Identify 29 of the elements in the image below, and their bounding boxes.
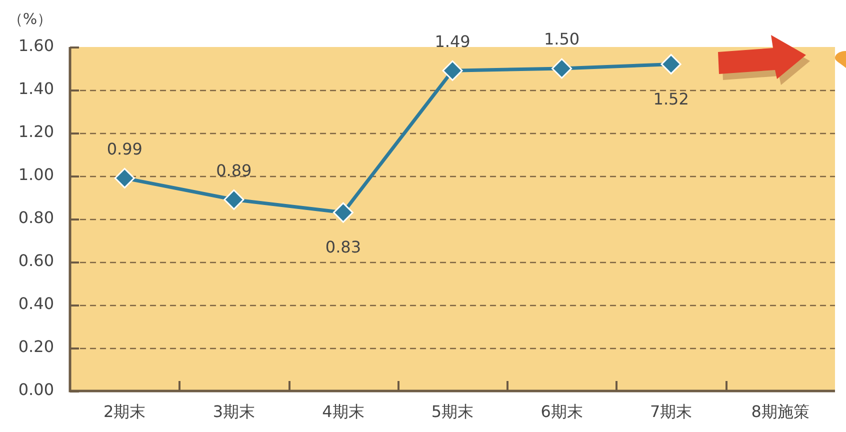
x-tick-label: 7期末 xyxy=(650,402,692,421)
data-label: 0.83 xyxy=(325,238,362,257)
y-axis-title: （%） xyxy=(8,10,52,28)
x-tick-label: 8期施策 xyxy=(751,402,810,421)
y-tick-label: 1.60 xyxy=(18,36,54,56)
point xyxy=(332,202,354,223)
point xyxy=(442,60,463,81)
x-tick-label: 5期末 xyxy=(431,402,474,421)
x-tick-label: 2期末 xyxy=(104,402,146,421)
x-tick-label: 6期末 xyxy=(540,402,583,421)
x-tick-label: 4期末 xyxy=(322,402,364,421)
y-tick-label: 0.20 xyxy=(18,337,54,356)
point xyxy=(224,189,244,210)
y-tick-label: 1.20 xyxy=(18,122,54,142)
data-label: 0.99 xyxy=(106,139,142,158)
point xyxy=(660,54,682,74)
y-tick-label: 0.60 xyxy=(18,251,54,270)
y-tick-label: 0.00 xyxy=(18,380,54,400)
data-label: 1.52 xyxy=(653,89,689,108)
y-tick-label: 1.00 xyxy=(18,165,54,184)
data-label: 1.50 xyxy=(544,30,580,49)
point xyxy=(114,168,135,188)
y-tick-label: 0.80 xyxy=(18,208,54,228)
point xyxy=(552,58,572,79)
data-label: 1.49 xyxy=(434,32,470,51)
y-tick-label: 1.40 xyxy=(18,79,54,98)
data-label: 0.89 xyxy=(216,160,252,180)
y-tick-label: 0.40 xyxy=(18,294,54,314)
x-tick-label: 3期末 xyxy=(212,402,256,421)
